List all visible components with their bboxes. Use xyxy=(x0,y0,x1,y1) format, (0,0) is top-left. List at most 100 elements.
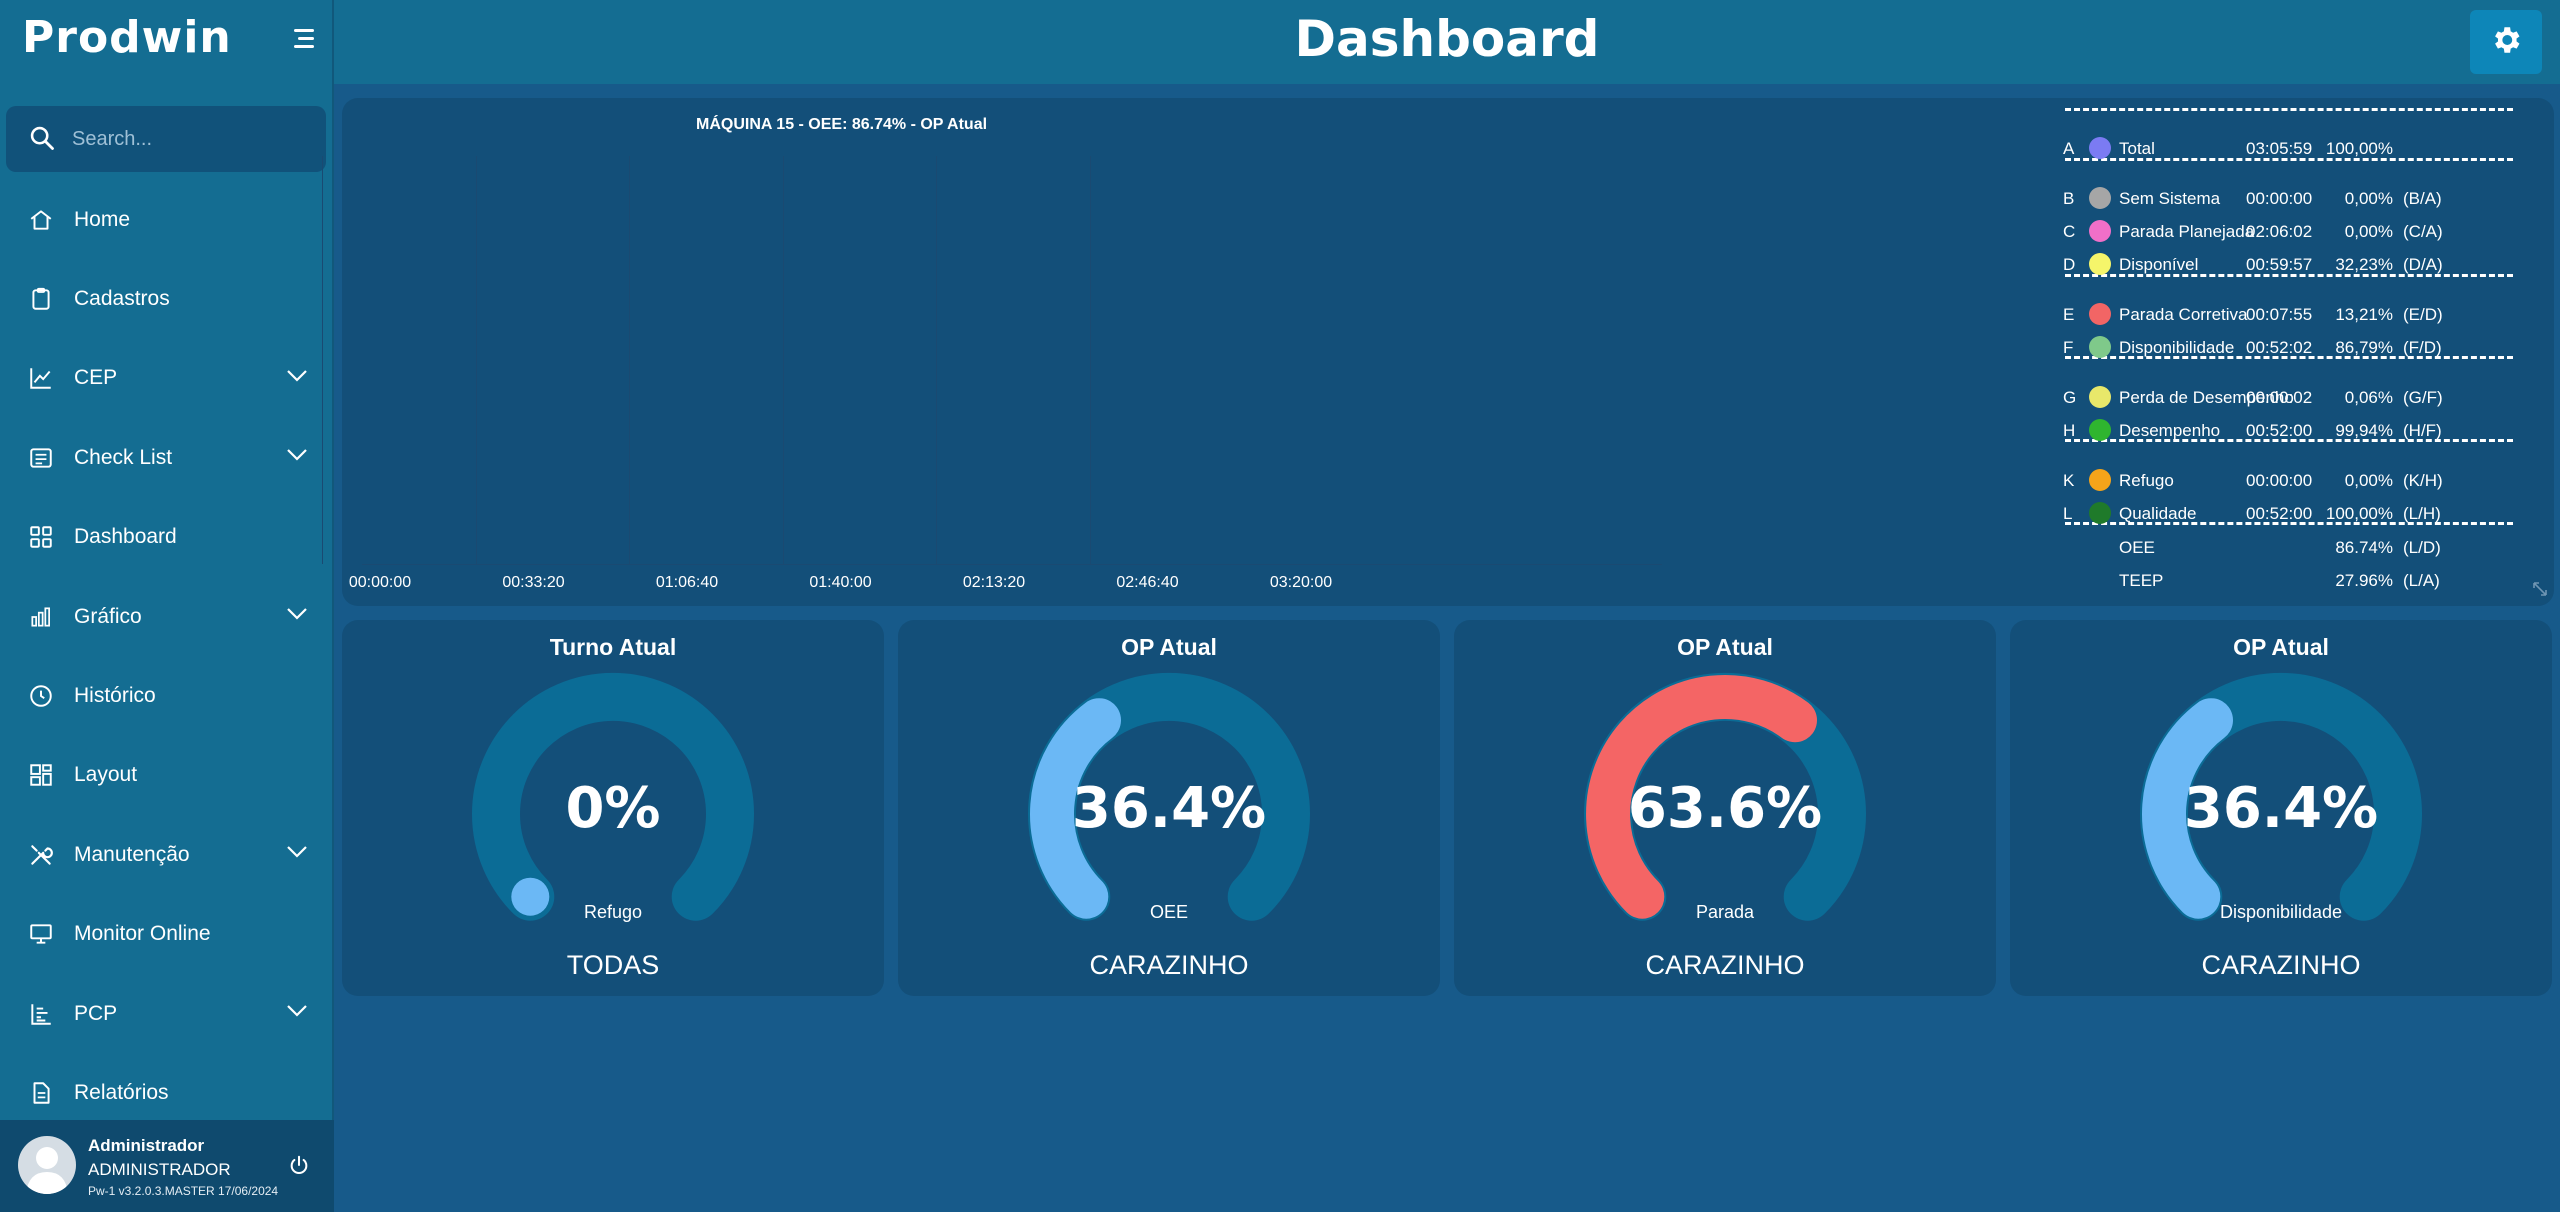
summary-ratio: (L/D) xyxy=(2403,538,2441,557)
sidebar-item-label: Layout xyxy=(74,763,138,787)
search-icon xyxy=(28,124,56,157)
menu-toggle-icon[interactable] xyxy=(286,26,314,52)
brand-logo[interactable]: Prodwin xyxy=(22,12,232,63)
sidebar-item-gráfico[interactable]: Gráfico xyxy=(0,577,334,656)
legend-color-dot xyxy=(2089,220,2111,242)
layout-icon xyxy=(28,762,54,788)
legend-time: 02:06:02 xyxy=(2246,222,2313,241)
sidebar-item-pcp[interactable]: PCP xyxy=(0,974,334,1053)
chart-title: MÁQUINA 15 - OEE: 86.74% - OP Atual xyxy=(696,116,988,133)
legend-name: Perda de Desempenho xyxy=(2119,388,2294,407)
legend-row: H Desempenho 00:52:00 99,94% (H/F) xyxy=(2063,419,2523,443)
legend-divider xyxy=(2065,356,2513,359)
chevron-down-icon[interactable] xyxy=(286,1004,308,1023)
legend-percent: 86,79% xyxy=(2335,338,2393,357)
legend-row: G Perda de Desempenho 00:00:02 0,06% (G/F) xyxy=(2063,386,2523,410)
gauge-title: OP Atual xyxy=(2233,634,2329,660)
legend-color-dot xyxy=(2089,419,2111,441)
legend-letter: B xyxy=(2063,189,2075,208)
avatar[interactable] xyxy=(18,1136,76,1194)
legend-time: 03:05:59 xyxy=(2246,139,2313,158)
sidebar-item-label: Relatórios xyxy=(74,1080,169,1104)
sidebar-item-monitor-online[interactable]: Monitor Online xyxy=(0,895,334,974)
user-panel: Administrador ADMINISTRADOR Pw-1 v3.2.0.… xyxy=(0,1120,334,1212)
settings-button[interactable] xyxy=(2470,10,2542,74)
gauge-location: TODAS xyxy=(566,950,660,980)
legend-summary-row: OEE 86.74% (L/D) xyxy=(2063,536,2523,560)
chevron-down-icon[interactable] xyxy=(286,448,308,467)
checklist-icon xyxy=(28,445,54,471)
search-input[interactable] xyxy=(72,120,312,158)
legend-row: F Disponibilidade 00:52:02 86,79% (F/D) xyxy=(2063,336,2523,360)
legend-ratio: (H/F) xyxy=(2403,421,2442,440)
legend-ratio: (F/D) xyxy=(2403,338,2442,357)
sidebar-item-label: Manutenção xyxy=(74,842,190,866)
gauge-value: 63.6% xyxy=(1627,776,1823,841)
resize-icon[interactable] xyxy=(2530,579,2550,604)
sidebar-item-home[interactable]: Home xyxy=(0,180,334,259)
legend-divider xyxy=(2065,522,2513,525)
legend-letter: C xyxy=(2063,222,2076,241)
legend-time: 00:52:02 xyxy=(2246,338,2313,357)
legend-percent: 0,00% xyxy=(2344,189,2393,208)
chevron-down-icon[interactable] xyxy=(286,369,308,388)
legend-percent: 0,00% xyxy=(2344,471,2393,490)
sidebar-item-label: Home xyxy=(74,207,131,231)
chart-baseline xyxy=(362,564,1662,565)
legend-name: Parada Corretiva xyxy=(2119,305,2248,324)
sidebar-item-dashboard[interactable]: Dashboard xyxy=(0,498,334,577)
legend-color-dot xyxy=(2089,386,2111,408)
legend-ratio: (E/D) xyxy=(2403,305,2443,324)
sidebar-item-manutenção[interactable]: Manutenção xyxy=(0,815,334,894)
legend-ratio: (D/A) xyxy=(2403,255,2443,274)
line-chart-icon xyxy=(28,365,54,391)
legend-percent: 100,00% xyxy=(2325,139,2393,158)
gauge-card: Turno Atual 0% Refugo TODAS xyxy=(342,620,884,996)
gauge-title: Turno Atual xyxy=(549,634,677,660)
legend-ratio: (C/A) xyxy=(2403,222,2443,241)
sidebar-item-cadastros[interactable]: Cadastros xyxy=(0,259,334,338)
gauge-label: Refugo xyxy=(583,902,643,922)
sidebar-item-cep[interactable]: CEP xyxy=(0,339,334,418)
grid-line xyxy=(782,156,784,564)
summary-ratio: (L/A) xyxy=(2403,571,2440,590)
clipboard-icon xyxy=(28,286,54,312)
x-tick-label: 00:00:00 xyxy=(348,574,412,591)
app-version: Pw-1 v3.2.0.3.MASTER 17/06/2024 xyxy=(88,1184,279,1198)
legend-time: 00:00:02 xyxy=(2246,388,2313,407)
tools-icon xyxy=(28,842,54,868)
summary-percent: 86.74% xyxy=(2335,538,2393,557)
sidebar-item-check-list[interactable]: Check List xyxy=(0,418,334,497)
legend-row: C Parada Planejada 02:06:02 0,00% (C/A) xyxy=(2063,220,2523,244)
gauge-title: OP Atual xyxy=(1677,634,1773,660)
legend-name: Sem Sistema xyxy=(2119,189,2221,208)
legend-color-dot xyxy=(2089,469,2111,491)
oee-legend: A Total 03:05:59 100,00% B Sem Sistema 00:00:0… xyxy=(1715,98,2515,606)
gauge xyxy=(472,672,754,921)
oee-chart-panel: MÁQUINA 15 - OEE: 86.74% - OP Atual 00:0… xyxy=(322,98,2554,606)
chevron-down-icon[interactable] xyxy=(286,845,308,864)
sidebar-item-layout[interactable]: Layout xyxy=(0,736,334,815)
legend-percent: 32,23% xyxy=(2335,255,2393,274)
gauge-value-arc xyxy=(2142,698,2233,919)
gauge-value-arc xyxy=(1030,698,1121,919)
legend-percent: 99,94% xyxy=(2335,421,2393,440)
legend-color-dot xyxy=(2089,303,2111,325)
sidebar-item-label: PCP xyxy=(74,1001,118,1025)
legend-row: L Qualidade 00:52:00 100,00% (L/H) xyxy=(2063,502,2523,526)
sidebar-item-label: Monitor Online xyxy=(74,922,211,946)
power-icon[interactable] xyxy=(288,1154,310,1181)
gauge-location: CARAZINHO xyxy=(2201,950,2361,980)
summary-percent: 27.96% xyxy=(2335,571,2393,590)
legend-row: E Parada Corretiva 00:07:55 13,21% (E/D) xyxy=(2063,303,2523,327)
sidebar-item-label: Histórico xyxy=(74,684,156,708)
sidebar-item-histórico[interactable]: Histórico xyxy=(0,656,334,735)
home-icon xyxy=(28,207,54,233)
chevron-down-icon[interactable] xyxy=(286,607,308,626)
gauge-value: 36.4% xyxy=(2183,776,2379,841)
sidebar-item-relatórios[interactable]: Relatórios xyxy=(0,1053,334,1132)
legend-row: B Sem Sistema 00:00:00 0,00% (B/A) xyxy=(2063,187,2523,211)
legend-letter: E xyxy=(2063,305,2075,324)
grid-line xyxy=(629,156,630,564)
legend-time: 00:00:00 xyxy=(2246,471,2313,490)
